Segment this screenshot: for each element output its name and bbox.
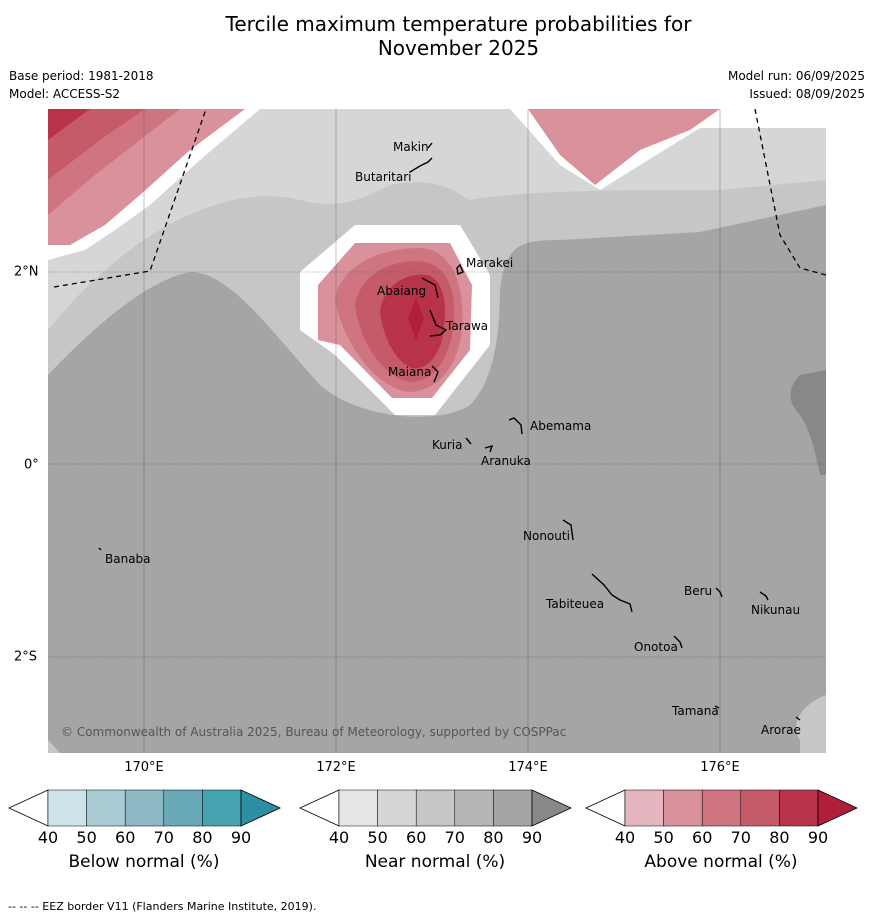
colorbar-above-high-extend [817,789,858,827]
colorbar-below-tick: 90 [230,828,252,847]
label-tamana: Tamana [671,704,719,718]
label-kuria: Kuria [432,438,463,452]
colorbar-below-tick: 80 [192,828,213,847]
colorbar-near-tick: 70 [444,828,465,847]
colorbar-above-low-extend [585,789,626,827]
colorbar-above-segment [701,789,742,827]
colorbar-below-tick: 60 [115,828,136,847]
map-title-line1: Tercile maximum temperature probabilitie… [225,12,692,36]
colorbar-above-tick: 50 [653,828,674,847]
label-butaritari: Butaritari [355,170,412,184]
base-period: Base period: 1981-2018 [9,69,154,83]
colorbar-below-normal [8,789,281,827]
near-normal-light-patch [800,700,826,748]
colorbar-below-low-extend [8,789,49,827]
colorbar-near-tick: 60 [406,828,427,847]
copyright-notice: © Commonwealth of Australia 2025, Bureau… [61,725,566,739]
lon-label-174e: 174°E [508,760,548,775]
colorbar-above-segment [779,789,819,827]
eez-legend-note: -- -- -- EEZ border V11 (Flanders Marine… [8,900,317,913]
colorbar-near-segment [338,789,378,827]
label-tabiteuea: Tabiteuea [545,597,604,611]
above-normal-50-north [528,109,720,185]
colorbar-above-tick: 70 [730,828,751,847]
lat-label-2s: 2°S [14,649,38,665]
label-onotoa: Onotoa [634,640,678,654]
near-normal-80-region [790,370,826,475]
colorbar-above-tick: 60 [692,828,713,847]
colorbar-near-normal [299,789,572,827]
label-beru: Beru [684,584,712,598]
above-normal-70-nw [48,109,145,180]
colorbar-below-tick: 50 [76,828,97,847]
model-run-date: Model run: 06/09/2025 [727,69,865,83]
colorbar-below-high-extend [240,789,281,827]
map-title-line2: November 2025 [377,36,540,60]
label-makin: Makin [393,140,429,154]
colorbar-near-high-extend [531,789,572,827]
near-normal-70-region [48,205,826,753]
label-marakei: Marakei [466,256,513,270]
colorbar-below-segment [47,789,87,827]
colorbar-below-segment [124,789,165,827]
label-abemama: Abemama [530,419,591,433]
colorbar-above-tick: 40 [614,828,636,847]
label-abaiang: Abaiang [377,284,426,298]
above-normal-80-nw [48,109,90,140]
colorbar-above-normal [585,789,858,827]
island-makin [427,142,433,149]
label-tarawa: Tarawa [445,319,488,333]
colorbar-above-segment [663,789,703,827]
colorbar-near-low-extend [299,789,340,827]
colorbar-above-segment [740,789,780,827]
colorbar-above-tick: 90 [807,828,829,847]
graticule [48,109,826,753]
label-nikunau: Nikunau [751,603,800,617]
colorbar-below-segment [202,789,242,827]
above-normal-90-central [408,298,424,340]
label-aranuka: Aranuka [481,454,531,468]
colorbar-below-tick: 40 [37,828,59,847]
colorbar-near-tick: 50 [367,828,388,847]
issued-date: Issued: 08/09/2025 [749,87,865,101]
colorbar-below-segment [163,789,203,827]
colorbar-below-tick: 70 [153,828,174,847]
lat-label-0: 0° [24,457,39,473]
eez-border [53,109,826,288]
colorbar-near-segment [415,789,456,827]
colorbar-below-segment [86,789,126,827]
lon-label-172e: 172°E [316,760,356,775]
colorbar-below-title: Below normal (%) [68,852,220,872]
islands [98,142,801,721]
label-arorae: Arorae [761,723,801,737]
colorbar-near-tick: 90 [521,828,543,847]
label-maiana: Maiana [388,365,431,379]
lat-label-2n: 2°N [14,264,39,280]
label-banaba: Banaba [105,552,151,566]
colorbar-near-tick: 80 [483,828,504,847]
colorbar-above-segment [624,789,664,827]
colorbar-near-tick: 40 [328,828,350,847]
colorbar-near-segment [493,789,533,827]
colorbar-near-title: Near normal (%) [364,852,506,872]
colorbar-above-tick: 80 [769,828,790,847]
colorbar-near-segment [377,789,417,827]
lon-label-176e: 176°E [700,760,740,775]
model-name: Model: ACCESS-S2 [9,87,121,101]
lon-label-170e: 170°E [124,760,164,775]
map-title: Tercile maximum temperature probabilitie… [0,12,873,60]
colorbar-near-segment [454,789,494,827]
label-nonouti: Nonouti [523,529,570,543]
probability-shading: Makin Butaritari Marakei Abaiang Tarawa … [48,109,826,753]
colorbar-above-title: Above normal (%) [644,852,798,872]
